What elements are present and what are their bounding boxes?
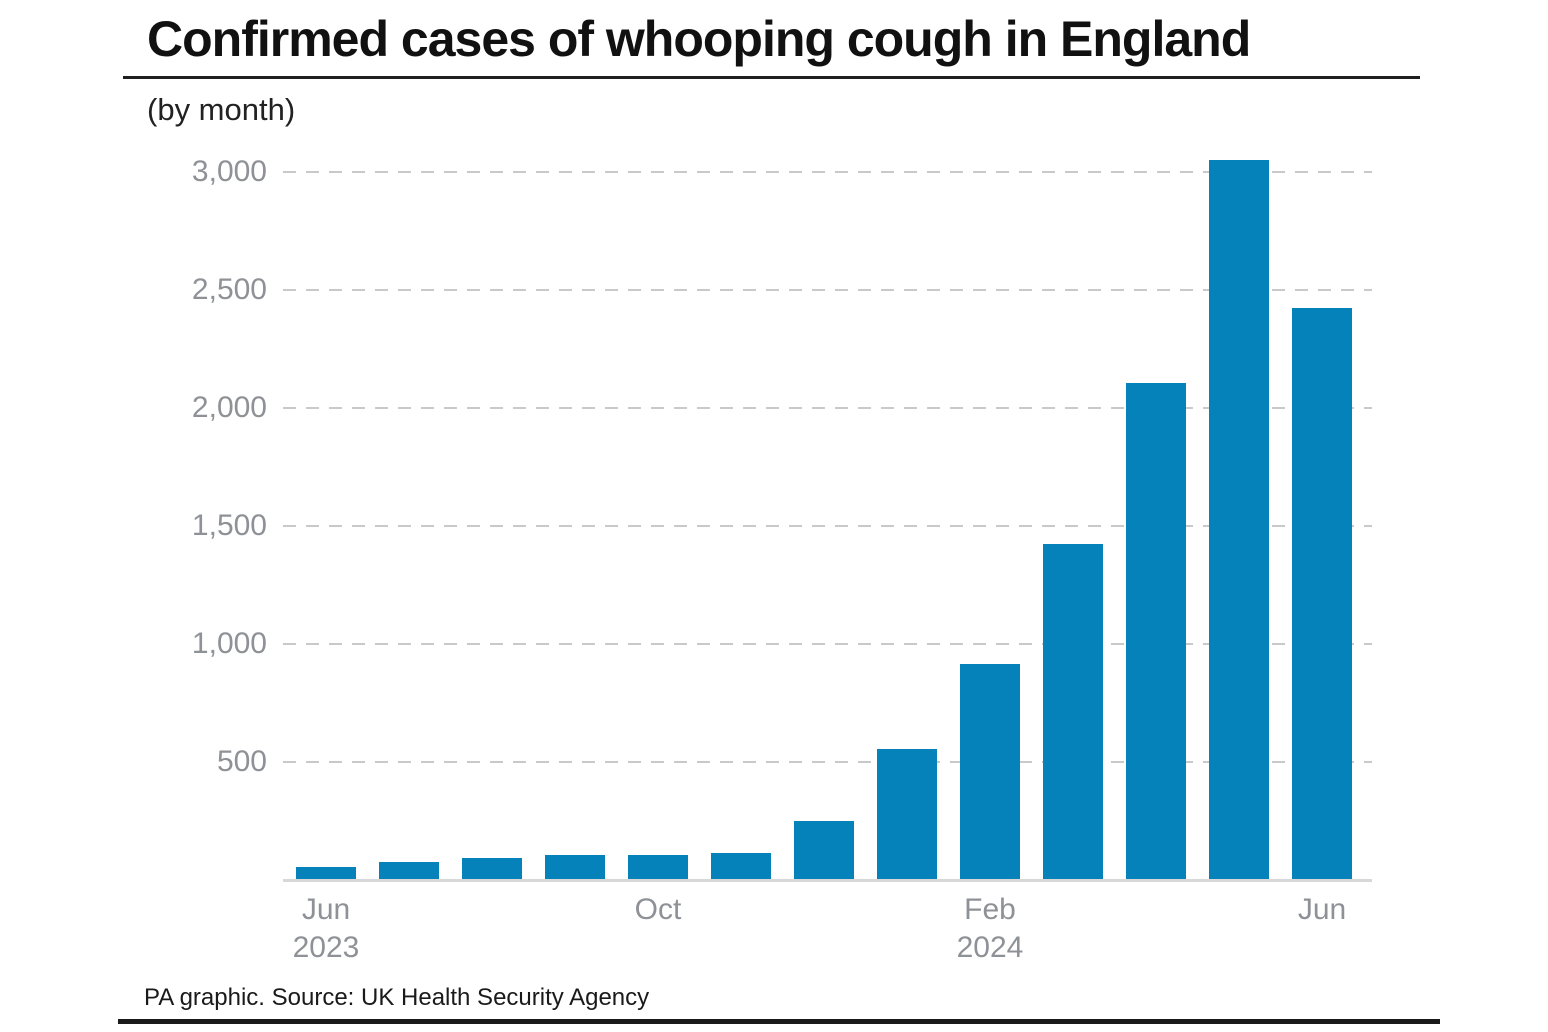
x-axis-tick-label: Oct [634, 893, 682, 926]
bar-feb-2024 [960, 664, 1020, 880]
bar-jun-2024 [1292, 308, 1352, 880]
gridline-1500 [283, 525, 1372, 527]
footer-rule [118, 1019, 1440, 1024]
x-axis-tick-label: Jun 2023 [292, 893, 360, 964]
gridline-3000 [283, 171, 1372, 173]
source-attribution: PA graphic. Source: UK Health Security A… [144, 984, 650, 1011]
x-axis-baseline [283, 879, 1372, 882]
bar-aug-2023 [462, 858, 522, 880]
y-axis-tick-label: 2,500 [191, 273, 267, 306]
title-underline [123, 76, 1420, 79]
gridline-2000 [283, 407, 1372, 409]
x-axis-tick-label: Jun [1297, 893, 1347, 926]
y-axis-tick-label: 1,000 [191, 627, 267, 660]
y-axis-tick-label: 500 [216, 745, 267, 778]
chart-subtitle: (by month) [147, 92, 296, 127]
y-axis-tick-label: 3,000 [191, 155, 267, 188]
bar-oct-2023 [628, 855, 688, 880]
bar-may-2024 [1209, 160, 1269, 880]
bar-sep-2023 [545, 855, 605, 880]
bar-nov-2023 [711, 853, 771, 880]
bar-mar-2024 [1043, 544, 1103, 880]
bar-apr-2024 [1126, 383, 1186, 880]
x-axis-tick-label: Feb 2024 [956, 893, 1024, 964]
bar-jul-2023 [379, 862, 439, 880]
bar-jan-2024 [877, 749, 937, 880]
y-axis-tick-label: 2,000 [191, 391, 267, 424]
gridline-1000 [283, 643, 1372, 645]
bar-jun-2023 [296, 867, 356, 880]
gridline-500 [283, 761, 1372, 763]
gridline-2500 [283, 289, 1372, 291]
y-axis-tick-label: 1,500 [191, 509, 267, 542]
bar-dec-2023 [794, 821, 854, 880]
page-title: Confirmed cases of whooping cough in Eng… [147, 11, 1251, 67]
